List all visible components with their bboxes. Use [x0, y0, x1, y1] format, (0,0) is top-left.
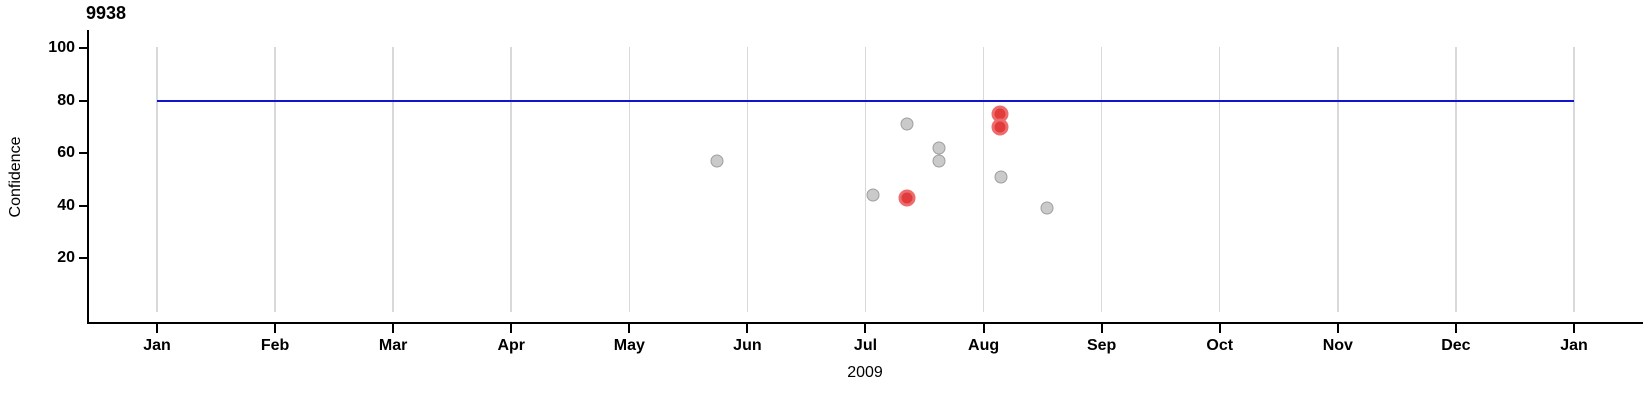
x-axis-line: [87, 322, 1643, 324]
x-tick-mark: [510, 324, 513, 333]
y-tick-mark: [79, 46, 88, 49]
data-point-normal: [932, 154, 946, 168]
x-tick-label: Oct: [1206, 337, 1234, 354]
month-gridline: [1573, 47, 1575, 312]
y-tick-mark: [79, 99, 88, 102]
x-tick-mark: [1572, 324, 1575, 333]
month-gridline: [746, 47, 749, 312]
x-tick-label: Sep: [1086, 337, 1117, 354]
data-point-normal: [932, 141, 946, 155]
month-gridline: [1455, 47, 1457, 312]
data-point-normal: [866, 188, 880, 202]
chart-title: 9938: [86, 3, 127, 23]
x-tick-label: Nov: [1322, 337, 1353, 354]
month-gridline: [1100, 47, 1103, 312]
x-tick-mark: [982, 324, 985, 333]
x-tick-mark: [628, 324, 631, 333]
data-point-normal: [900, 117, 914, 131]
x-tick-mark: [1100, 324, 1103, 333]
x-tick-label: Mar: [378, 337, 408, 354]
x-tick-mark: [1454, 324, 1457, 333]
x-tick-mark: [746, 324, 749, 333]
x-tick-label: Jul: [853, 337, 878, 354]
month-gridline: [1337, 47, 1339, 312]
month-gridline: [628, 47, 631, 312]
data-point-highlighted: [991, 118, 1009, 136]
x-tick-mark: [1218, 324, 1221, 333]
x-tick-label: Jan: [1560, 337, 1588, 354]
y-tick-mark: [79, 257, 88, 260]
x-tick-mark: [1336, 324, 1339, 333]
x-tick-label: May: [613, 337, 645, 354]
month-gridline: [982, 47, 985, 312]
y-tick-label: 20: [57, 249, 75, 267]
y-tick-mark: [79, 152, 88, 155]
month-gridline: [156, 47, 158, 312]
x-tick-label: Aug: [968, 337, 1000, 354]
month-gridline: [510, 47, 512, 312]
data-point-highlighted: [898, 189, 916, 207]
data-point-normal: [1040, 201, 1054, 215]
x-axis-label: 2009: [847, 364, 883, 381]
x-tick-label: Dec: [1441, 337, 1471, 354]
y-tick-label: 60: [57, 144, 75, 162]
reference-line-80: [157, 99, 1574, 102]
data-point-normal: [994, 170, 1008, 184]
x-tick-label: Jan: [143, 337, 171, 354]
data-point-normal: [710, 154, 724, 168]
x-tick-label: Jun: [733, 337, 762, 354]
x-tick-label: Feb: [260, 337, 290, 354]
month-gridline: [274, 47, 276, 312]
x-tick-label: Apr: [497, 337, 526, 354]
month-gridline: [392, 47, 394, 312]
y-tick-mark: [79, 204, 88, 207]
month-gridline: [864, 47, 867, 312]
x-tick-mark: [864, 324, 867, 333]
x-tick-mark: [392, 324, 395, 333]
y-axis-line: [87, 30, 89, 324]
y-tick-label: 80: [57, 91, 75, 109]
y-tick-label: 100: [48, 38, 75, 56]
x-tick-mark: [156, 324, 158, 333]
month-gridline: [1218, 47, 1221, 312]
x-tick-mark: [274, 324, 277, 333]
y-tick-label: 40: [57, 196, 75, 214]
